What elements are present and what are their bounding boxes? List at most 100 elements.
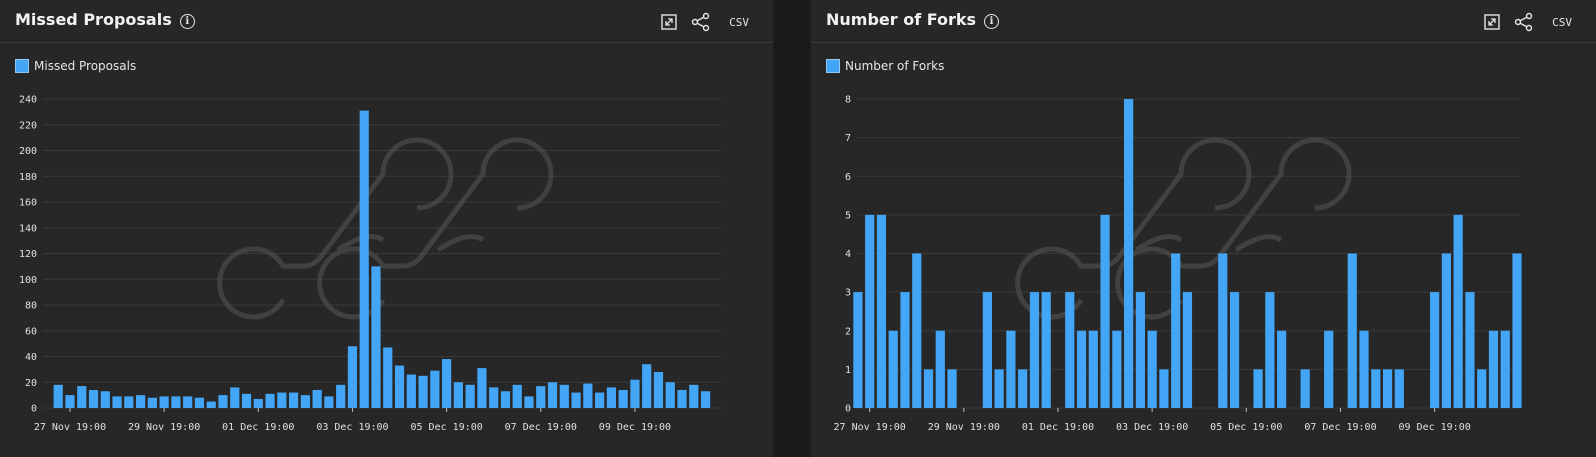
bar[interactable] (912, 253, 922, 409)
bar[interactable] (1453, 214, 1463, 408)
bar[interactable] (171, 396, 181, 408)
bar[interactable] (406, 374, 416, 408)
bar[interactable] (1006, 330, 1016, 408)
bar[interactable] (1441, 253, 1451, 409)
bar[interactable] (147, 397, 157, 408)
bar[interactable] (1088, 330, 1098, 408)
bar[interactable] (1300, 369, 1310, 408)
bar[interactable] (1182, 292, 1193, 408)
bar[interactable] (159, 396, 169, 408)
bar[interactable] (241, 393, 252, 408)
bar[interactable] (900, 292, 910, 408)
bar[interactable] (100, 391, 110, 408)
bar[interactable] (1147, 330, 1157, 408)
bar[interactable] (124, 396, 134, 408)
bar[interactable] (1382, 369, 1393, 408)
bar[interactable] (230, 387, 240, 408)
bar[interactable] (324, 396, 334, 408)
bar[interactable] (1265, 292, 1275, 408)
bar[interactable] (1135, 292, 1145, 408)
bar[interactable] (606, 387, 616, 408)
share-button[interactable] (1514, 12, 1534, 32)
bar[interactable] (1018, 369, 1028, 408)
bar[interactable] (512, 384, 522, 408)
bar[interactable] (465, 384, 475, 408)
bar[interactable] (618, 389, 628, 408)
bar[interactable] (1465, 292, 1475, 408)
bar[interactable] (876, 214, 887, 408)
bar[interactable] (88, 389, 99, 408)
bar[interactable] (1229, 292, 1240, 408)
bar[interactable] (65, 395, 75, 408)
bar[interactable] (1371, 369, 1381, 408)
bar[interactable] (477, 368, 487, 408)
bar[interactable] (53, 384, 63, 408)
expand-button[interactable] (1484, 14, 1500, 30)
info-icon[interactable]: i (984, 14, 1000, 29)
expand-button[interactable] (661, 14, 677, 30)
share-button[interactable] (691, 12, 711, 32)
bar[interactable] (394, 365, 405, 408)
bar[interactable] (1029, 292, 1040, 408)
bar[interactable] (653, 371, 664, 408)
bar[interactable] (418, 375, 428, 408)
bar[interactable] (536, 386, 546, 408)
bar[interactable] (595, 392, 605, 408)
bar[interactable] (1076, 330, 1087, 408)
bar[interactable] (1277, 330, 1287, 408)
bar[interactable] (1124, 99, 1134, 408)
bar[interactable] (865, 214, 875, 408)
bar[interactable] (442, 359, 452, 408)
bar[interactable] (642, 364, 652, 408)
bar[interactable] (1500, 330, 1510, 408)
bar[interactable] (253, 398, 263, 408)
bar[interactable] (982, 292, 992, 408)
bar[interactable] (1347, 253, 1357, 409)
bar[interactable] (336, 384, 346, 408)
bar[interactable] (947, 369, 957, 408)
info-icon[interactable]: i (179, 14, 195, 29)
bar[interactable] (1171, 253, 1181, 409)
legend-swatch[interactable] (15, 59, 29, 73)
bar[interactable] (853, 292, 863, 408)
bar[interactable] (524, 396, 534, 408)
legend-swatch[interactable] (826, 59, 840, 73)
bar[interactable] (665, 382, 675, 408)
bar[interactable] (1218, 253, 1228, 409)
bar[interactable] (265, 393, 275, 408)
bar[interactable] (1359, 330, 1369, 408)
bar[interactable] (677, 389, 687, 408)
bar[interactable] (1488, 330, 1499, 408)
bar[interactable] (1253, 369, 1263, 408)
bar[interactable] (1324, 330, 1334, 408)
bar[interactable] (888, 330, 898, 408)
bar[interactable] (277, 392, 287, 408)
bar[interactable] (206, 401, 216, 408)
bar[interactable] (689, 384, 699, 408)
bar[interactable] (1041, 292, 1051, 408)
bar[interactable] (923, 369, 934, 408)
bar[interactable] (383, 347, 393, 408)
bar[interactable] (571, 392, 581, 408)
bar[interactable] (700, 391, 711, 408)
bar[interactable] (218, 395, 228, 408)
bar[interactable] (194, 397, 205, 408)
bar[interactable] (112, 396, 122, 408)
bar[interactable] (289, 392, 299, 408)
bar[interactable] (430, 370, 440, 408)
bar[interactable] (183, 396, 193, 408)
bar[interactable] (994, 369, 1004, 408)
bar[interactable] (500, 391, 511, 408)
bar[interactable] (359, 110, 369, 409)
csv-download-button[interactable]: CSV (1552, 15, 1572, 29)
bar[interactable] (1394, 369, 1404, 408)
bar[interactable] (559, 384, 569, 408)
bar[interactable] (583, 383, 593, 408)
bar[interactable] (312, 389, 322, 408)
bar[interactable] (300, 395, 310, 408)
bar[interactable] (1100, 214, 1110, 408)
bar[interactable] (347, 346, 358, 408)
bar[interactable] (1430, 292, 1440, 408)
csv-download-button[interactable]: CSV (729, 15, 749, 29)
bar[interactable] (1477, 369, 1487, 408)
